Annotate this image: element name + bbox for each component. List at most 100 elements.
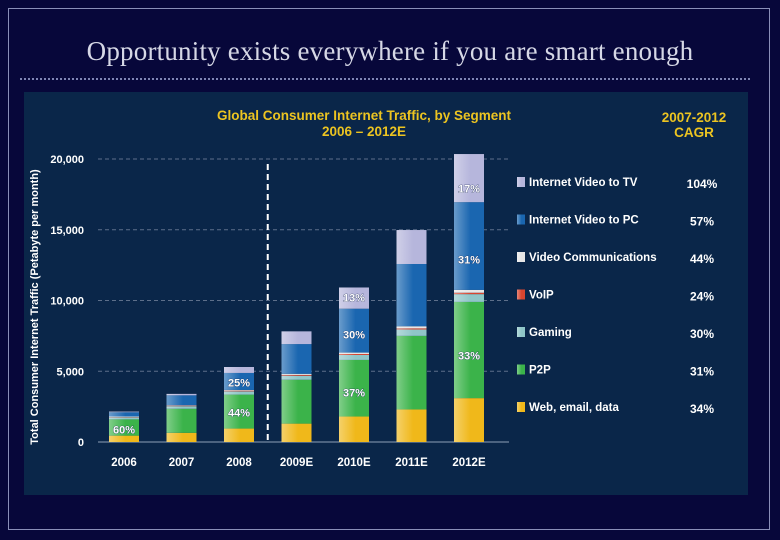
bar-video-communications-2012e: [454, 289, 484, 293]
y-tick-label: 20,000: [50, 154, 84, 166]
bar-internet-video-to-pc-2008: [224, 372, 254, 390]
bar-voip-2010e: [339, 353, 369, 355]
bar-web-email-data-2006: [109, 435, 139, 442]
legend-swatch: [517, 364, 525, 375]
y-tick-label: 5,000: [56, 366, 84, 378]
bar-voip-2006: [109, 416, 139, 418]
annotation-label: 60%: [113, 424, 135, 436]
y-axis-label: Total Consumer Internet Traffic (Petabyt…: [29, 169, 41, 445]
bar-voip-2008: [224, 390, 254, 392]
legend-cagr-value: 24%: [690, 290, 714, 304]
bar-internet-video-to-pc-2012e: [454, 202, 484, 290]
bar-video-communications-2008: [224, 389, 254, 391]
bar-internet-video-to-pc-2009e: [281, 344, 312, 374]
annotation-label: 17%: [458, 184, 480, 196]
bar-internet-video-to-tv-2006: [109, 411, 139, 413]
bar-web-email-data-2009e: [281, 423, 312, 442]
annotation-label: 37%: [343, 387, 365, 399]
chart-title: Global Consumer Internet Traffic, by Seg…: [194, 108, 534, 140]
bar-internet-video-to-pc-2011e: [396, 263, 427, 327]
bar-p2p-2007: [166, 408, 197, 433]
bar-video-communications-2010e: [339, 352, 369, 354]
x-tick-label: 2012E: [452, 457, 486, 469]
annotation-layer: 60% 25% 44% 13% 30% 37% 17% 31% 33%: [113, 183, 481, 436]
bar-internet-video-to-pc-2010e: [339, 308, 369, 353]
bar-web-email-data-2012e: [454, 398, 484, 442]
annotation-label: 13%: [343, 293, 365, 305]
y-tick-label: 10,000: [50, 296, 84, 308]
bar-web-email-data-2011e: [396, 409, 427, 442]
legend-cagr-value: 57%: [690, 215, 714, 229]
legend-cagr-value: 104%: [687, 177, 718, 191]
bar-internet-video-to-tv-2011e: [396, 230, 427, 264]
bar-video-communications-2006: [109, 416, 139, 418]
bar-gaming-2006: [109, 417, 139, 420]
legend-label: Gaming: [529, 327, 572, 339]
bar-p2p-2008: [224, 394, 254, 429]
cagr-header-line-1: 2007-2012: [661, 110, 727, 125]
x-tick-label: 2009E: [280, 457, 314, 469]
legend-cagr-value: 44%: [690, 252, 714, 266]
bar-web-email-data-2007: [166, 432, 197, 442]
legend-cagr-value: 30%: [690, 327, 714, 341]
legend-swatch: [517, 402, 525, 412]
bar-gaming-2008: [224, 391, 254, 395]
slide-frame: [8, 8, 770, 530]
annotation-label: 33%: [458, 351, 480, 363]
bar-internet-video-to-pc-2006: [109, 412, 139, 417]
x-tick-label: 2010E: [337, 457, 371, 469]
bar-gaming-2010e: [339, 354, 369, 360]
bar-gaming-2009e: [281, 375, 312, 380]
bar-internet-video-to-tv-2009e: [281, 331, 312, 345]
legend-swatch: [517, 289, 525, 300]
annotation-label: 44%: [228, 407, 250, 419]
x-tick-label: 2007: [169, 457, 195, 469]
bar-internet-video-to-tv-2012e: [454, 154, 484, 203]
legend-label: P2P: [529, 365, 551, 377]
legend-layer: Internet Video to TV 104% Internet Video t…: [517, 177, 718, 416]
bar-web-email-data-2010e: [339, 416, 369, 442]
bar-voip-2011e: [396, 328, 427, 330]
legend-label: Video Communications: [529, 252, 657, 264]
bar-web-email-data-2008: [224, 428, 254, 442]
bar-internet-video-to-tv-2010e: [339, 287, 369, 309]
x-tick-label: 2008: [226, 457, 252, 469]
cagr-header: 2007-2012 CAGR: [644, 110, 744, 140]
legend-swatch: [517, 327, 525, 337]
bar-voip-2012e: [454, 292, 484, 295]
chart-subtitle-text: 2006 – 2012E: [321, 124, 407, 139]
bar-video-communications-2007: [166, 405, 197, 406]
bar-gaming-2011e: [396, 329, 427, 336]
y-tick-label: 15,000: [50, 225, 84, 237]
annotation-label: 25%: [228, 378, 250, 390]
legend-swatch: [517, 177, 525, 187]
bar-p2p-2006: [109, 419, 139, 436]
bar-gaming-2007: [166, 406, 197, 409]
bar-p2p-2012e: [454, 301, 484, 399]
chart-title-text: Global Consumer Internet Traffic, by Seg…: [216, 108, 512, 123]
x-tick-label: 2006: [111, 457, 137, 469]
bar-voip-2007: [166, 405, 197, 407]
bar-internet-video-to-pc-2007: [166, 395, 197, 406]
bar-internet-video-to-tv-2008: [224, 367, 254, 373]
legend-cagr-value: 31%: [690, 365, 714, 379]
legend-swatch: [517, 214, 525, 225]
slide-title: Opportunity exists everywhere if you are…: [86, 36, 694, 66]
bar-p2p-2009e: [281, 379, 312, 424]
annotation-label: 30%: [343, 329, 365, 341]
bar-p2p-2011e: [396, 335, 427, 410]
legend-swatch: [517, 252, 525, 262]
x-tick-label: 2011E: [395, 457, 428, 469]
bar-p2p-2010e: [339, 359, 369, 417]
annotation-label: 31%: [458, 254, 480, 266]
bar-voip-2009e: [281, 374, 312, 376]
bar-video-communications-2009e: [281, 373, 312, 375]
axis-layer: 0 5,000 10,000 15,000 20,000 Total Consumer I…: [29, 154, 509, 469]
y-tick-label: 0: [78, 437, 84, 449]
bar-video-communications-2011e: [396, 326, 427, 329]
chart-panel: Global Consumer Internet Traffic, by Seg…: [24, 92, 748, 495]
legend-cagr-value: 34%: [690, 402, 714, 416]
legend-label: Internet Video to TV: [529, 177, 638, 189]
bar-layer: [109, 154, 484, 442]
legend-label: Web, email, data: [529, 402, 620, 414]
